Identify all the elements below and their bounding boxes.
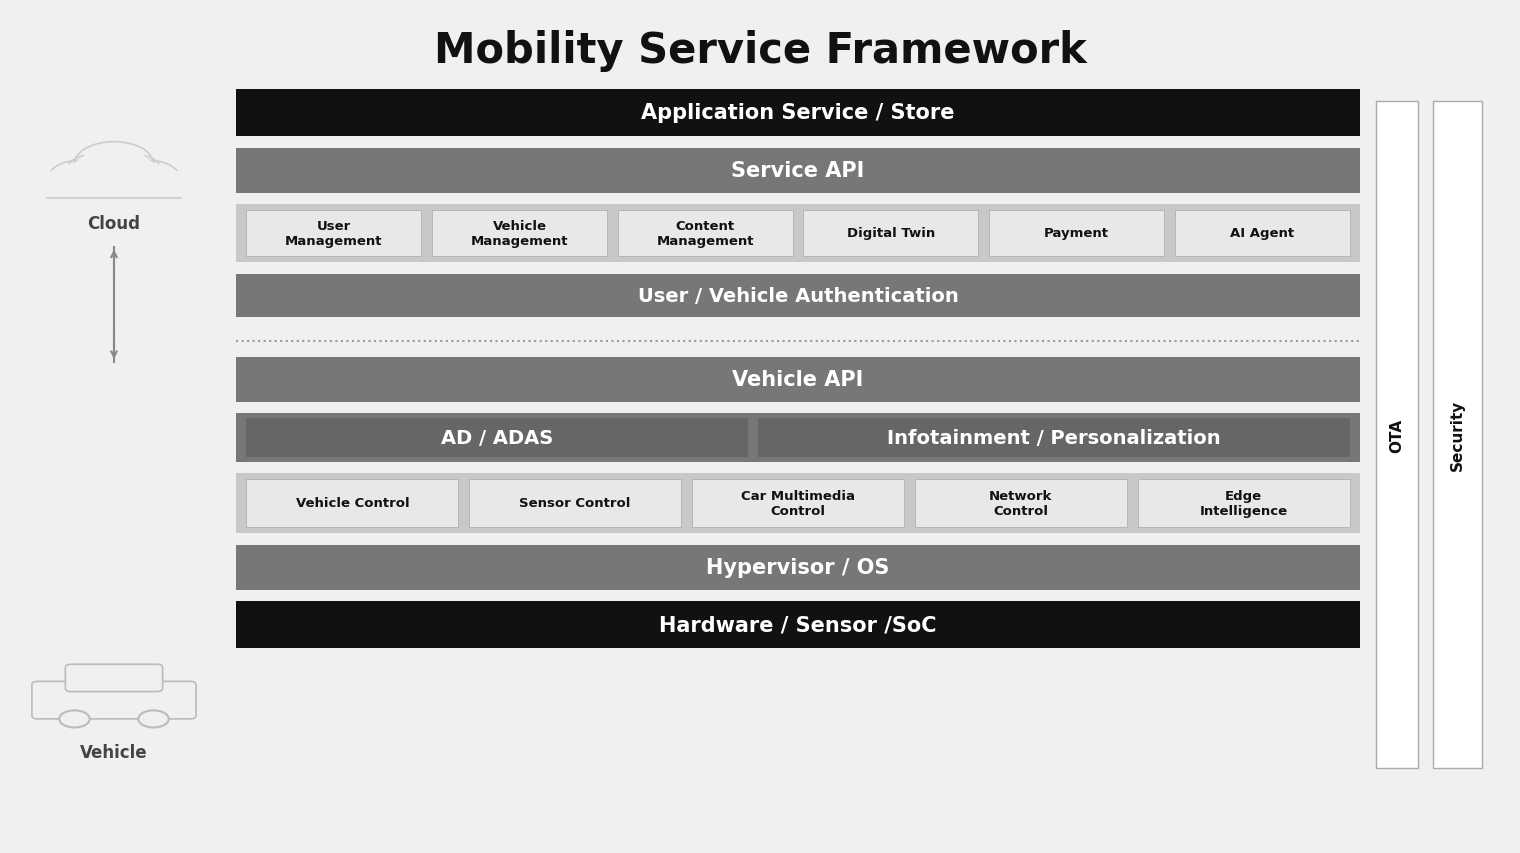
Circle shape [71,158,117,183]
Text: AI Agent: AI Agent [1230,227,1295,241]
Text: OTA: OTA [1389,418,1404,452]
FancyBboxPatch shape [236,148,1360,194]
Text: Network
Control: Network Control [990,490,1052,517]
FancyBboxPatch shape [246,211,421,257]
Text: Vehicle API: Vehicle API [733,370,863,390]
FancyBboxPatch shape [236,601,1360,648]
Text: Vehicle
Management: Vehicle Management [471,220,568,247]
FancyBboxPatch shape [236,473,1360,533]
Text: Cloud: Cloud [88,214,140,233]
FancyBboxPatch shape [246,479,459,527]
FancyBboxPatch shape [803,211,979,257]
FancyBboxPatch shape [1137,479,1350,527]
Circle shape [81,146,147,183]
Text: Infotainment / Personalization: Infotainment / Personalization [888,428,1221,448]
FancyBboxPatch shape [65,664,163,692]
Circle shape [59,711,90,728]
FancyBboxPatch shape [47,171,181,199]
Circle shape [111,158,157,183]
FancyBboxPatch shape [32,682,196,719]
FancyBboxPatch shape [470,479,681,527]
FancyBboxPatch shape [236,545,1360,590]
Text: Hypervisor / OS: Hypervisor / OS [707,558,889,577]
Circle shape [138,711,169,728]
FancyBboxPatch shape [236,357,1360,403]
Text: AD / ADAS: AD / ADAS [441,428,553,448]
Text: User / Vehicle Authentication: User / Vehicle Authentication [637,287,959,305]
FancyBboxPatch shape [236,414,1360,462]
Text: Security: Security [1450,399,1465,471]
FancyBboxPatch shape [915,479,1126,527]
FancyBboxPatch shape [236,275,1360,317]
Text: Mobility Service Framework: Mobility Service Framework [433,30,1087,73]
Circle shape [119,161,179,195]
Text: Application Service / Store: Application Service / Store [641,103,955,123]
Text: Hardware / Sensor /SoC: Hardware / Sensor /SoC [660,615,936,635]
Text: Vehicle: Vehicle [81,743,147,762]
FancyBboxPatch shape [246,419,748,457]
FancyBboxPatch shape [1376,102,1418,768]
FancyBboxPatch shape [1175,211,1350,257]
FancyBboxPatch shape [236,205,1360,263]
Circle shape [74,142,154,187]
Circle shape [123,164,175,193]
Text: Vehicle Control: Vehicle Control [295,496,409,510]
Circle shape [67,155,122,186]
FancyBboxPatch shape [692,479,904,527]
FancyBboxPatch shape [432,211,606,257]
FancyBboxPatch shape [236,90,1360,136]
Circle shape [53,164,105,193]
Text: Car Multimedia
Control: Car Multimedia Control [742,490,854,517]
Text: Edge
Intelligence: Edge Intelligence [1199,490,1287,517]
Text: Service API: Service API [731,161,865,181]
Circle shape [49,161,109,195]
FancyBboxPatch shape [990,211,1164,257]
FancyBboxPatch shape [617,211,793,257]
FancyBboxPatch shape [1433,102,1482,768]
Text: Content
Management: Content Management [657,220,754,247]
FancyBboxPatch shape [758,419,1350,457]
Text: Digital Twin: Digital Twin [847,227,935,241]
Text: Payment: Payment [1044,227,1110,241]
Text: Sensor Control: Sensor Control [520,496,631,510]
Circle shape [106,155,161,186]
Text: User
Management: User Management [286,220,383,247]
